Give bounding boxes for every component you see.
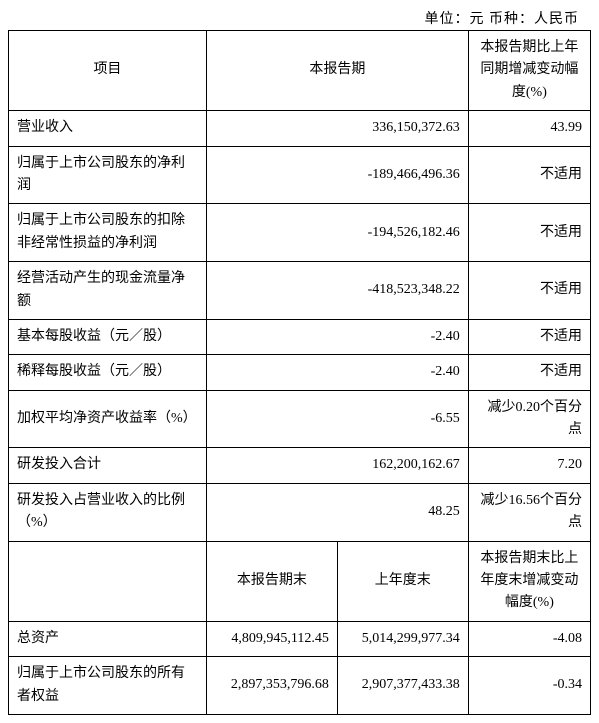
row-label: 加权平均净资产收益率（%） (9, 390, 207, 448)
table-row: 总资产4,809,945,112.455,014,299,977.34-4.08 (9, 621, 591, 656)
row-value: -189,466,496.36 (206, 146, 468, 204)
row-change: 不适用 (468, 262, 590, 320)
row-value: 162,200,162.67 (206, 448, 468, 483)
row-value-current: 4,809,945,112.45 (206, 621, 337, 656)
table-row: 稀释每股收益（元／股）-2.40不适用 (9, 355, 591, 390)
row-label: 营业收入 (9, 111, 207, 146)
table-row: 研发投入合计162,200,162.677.20 (9, 448, 591, 483)
row-label: 基本每股收益（元／股） (9, 319, 207, 354)
row-change: 减少0.20个百分点 (468, 390, 590, 448)
header2-period-end: 本报告期末 (206, 541, 337, 621)
row-value: -2.40 (206, 319, 468, 354)
row-value-prev: 5,014,299,977.34 (337, 621, 468, 656)
row-label: 研发投入合计 (9, 448, 207, 483)
row-change: 不适用 (468, 146, 590, 204)
header2-prev-end: 上年度末 (337, 541, 468, 621)
header2-blank (9, 541, 207, 621)
row-value: -6.55 (206, 390, 468, 448)
header2-change: 本报告期末比上年度末增减变动幅度(%) (468, 541, 590, 621)
table-row: 归属于上市公司股东的扣除非经常性损益的净利润-194,526,182.46不适用 (9, 204, 591, 262)
row-change: 不适用 (468, 319, 590, 354)
table-row: 营业收入336,150,372.6343.99 (9, 111, 591, 146)
row-value: 336,150,372.63 (206, 111, 468, 146)
row-change: 减少16.56个百分点 (468, 483, 590, 541)
table-row: 基本每股收益（元／股）-2.40不适用 (9, 319, 591, 354)
row-change: 不适用 (468, 204, 590, 262)
row-label: 经营活动产生的现金流量净额 (9, 262, 207, 320)
row-label: 归属于上市公司股东的扣除非经常性损益的净利润 (9, 204, 207, 262)
table-row: 归属于上市公司股东的净利润-189,466,496.36不适用 (9, 146, 591, 204)
header-item: 项目 (9, 31, 207, 111)
row-change: 43.99 (468, 111, 590, 146)
row-label: 稀释每股收益（元／股） (9, 355, 207, 390)
row-change: 7.20 (468, 448, 590, 483)
row-change: -0.34 (468, 657, 590, 715)
table-header-row-2: 本报告期末上年度末本报告期末比上年度末增减变动幅度(%) (9, 541, 591, 621)
table-header-row: 项目 本报告期 本报告期比上年同期增减变动幅度(%) (9, 31, 591, 111)
table-row: 加权平均净资产收益率（%）-6.55减少0.20个百分点 (9, 390, 591, 448)
row-value: -418,523,348.22 (206, 262, 468, 320)
row-value: 48.25 (206, 483, 468, 541)
row-value: -2.40 (206, 355, 468, 390)
row-label: 归属于上市公司股东的所有者权益 (9, 657, 207, 715)
row-label: 归属于上市公司股东的净利润 (9, 146, 207, 204)
unit-currency-line: 单位：元 币种：人民币 (8, 8, 591, 28)
row-label: 总资产 (9, 621, 207, 656)
header-change: 本报告期比上年同期增减变动幅度(%) (468, 31, 590, 111)
financial-summary-table: 项目 本报告期 本报告期比上年同期增减变动幅度(%) 营业收入336,150,3… (8, 30, 591, 715)
row-value: -194,526,182.46 (206, 204, 468, 262)
row-change: 不适用 (468, 355, 590, 390)
row-value-prev: 2,907,377,433.38 (337, 657, 468, 715)
row-value-current: 2,897,353,796.68 (206, 657, 337, 715)
table-row: 归属于上市公司股东的所有者权益2,897,353,796.682,907,377… (9, 657, 591, 715)
row-change: -4.08 (468, 621, 590, 656)
table-row: 研发投入占营业收入的比例（%）48.25减少16.56个百分点 (9, 483, 591, 541)
header-period: 本报告期 (206, 31, 468, 111)
table-row: 经营活动产生的现金流量净额-418,523,348.22不适用 (9, 262, 591, 320)
row-label: 研发投入占营业收入的比例（%） (9, 483, 207, 541)
